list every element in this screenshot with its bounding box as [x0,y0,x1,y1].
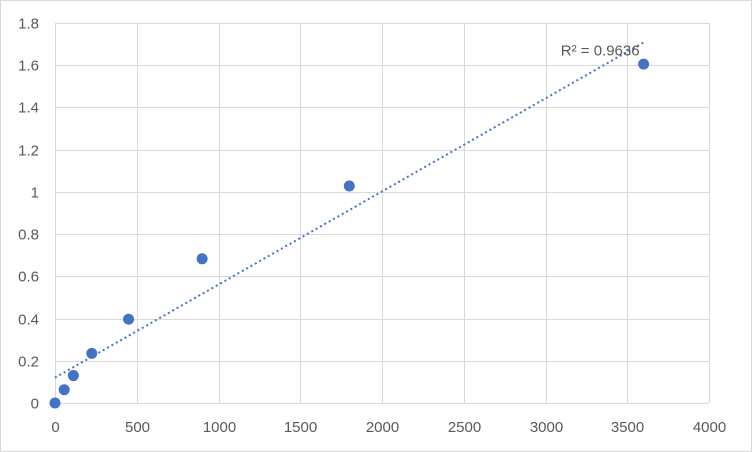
y-tick-label: 0.8 [18,227,39,244]
data-point [67,370,79,382]
x-tick-label: 2000 [366,419,399,436]
data-point [49,397,61,409]
x-tick-label: 500 [125,419,150,436]
data-point [58,384,70,396]
data-point [638,58,650,70]
grid-lines [55,23,710,404]
y-tick-label: 1.6 [18,58,39,75]
x-tick-label: 4000 [693,419,726,436]
tick-labels: 0 0.2 0.4 0.6 0.8 1 1.2 1.4 1.6 1.8 0 500 1000 1500 20… [18,16,726,437]
x-tick-label: 2500 [448,419,481,436]
x-tick-label: 1500 [284,419,317,436]
x-tick-label: 1000 [203,419,236,436]
data-point [343,180,355,192]
trendline-group [54,41,645,379]
y-tick-label: 0.6 [18,269,39,286]
data-points [49,58,650,409]
data-point [86,347,98,359]
y-tick-label: 1.2 [18,143,39,160]
data-point [123,313,135,325]
r-squared-label: R² = 0.9636 [561,43,640,60]
data-point [196,253,208,265]
y-tick-label: 1.4 [18,100,39,117]
trendline [54,41,645,379]
y-tick-label: 0 [31,396,39,413]
y-tick-label: 0.4 [18,312,39,329]
x-tick-label: 3000 [530,419,563,436]
y-tick-label: 1.8 [18,16,39,33]
x-tick-label: 0 [51,419,59,436]
x-tick-label: 3500 [611,419,644,436]
y-tick-label: 0.2 [18,354,39,371]
y-tick-label: 1 [31,185,39,202]
